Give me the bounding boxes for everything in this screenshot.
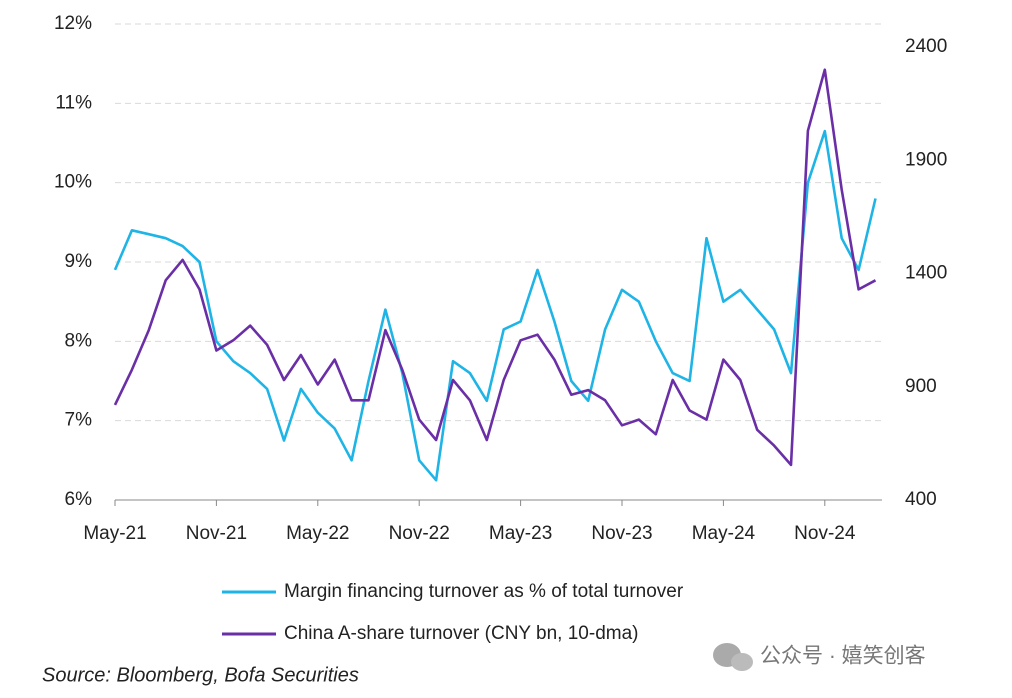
series-line bbox=[113, 68, 877, 467]
series-line bbox=[113, 129, 877, 482]
x-tick-label: May-21 bbox=[83, 523, 146, 544]
legend-label: China A-share turnover (CNY bn, 10-dma) bbox=[284, 623, 638, 644]
y2-tick-label: 1900 bbox=[905, 149, 947, 170]
y2-tick-label: 900 bbox=[905, 376, 937, 397]
x-tick-label: Nov-24 bbox=[794, 523, 856, 544]
y-tick-label: 7% bbox=[65, 410, 93, 431]
watermark: 公众号 · 嬉笑创客 bbox=[760, 645, 926, 668]
y2-tick-label: 400 bbox=[905, 489, 937, 510]
y-tick-label: 9% bbox=[65, 251, 93, 272]
x-tick-label: May-24 bbox=[692, 523, 756, 544]
x-tick-label: Nov-22 bbox=[389, 523, 450, 544]
y-tick-label: 11% bbox=[55, 92, 92, 113]
y-tick-label: 8% bbox=[65, 330, 93, 351]
x-tick-label: May-23 bbox=[489, 523, 552, 544]
y-tick-label: 10% bbox=[54, 172, 92, 193]
watermark-icon bbox=[713, 643, 753, 671]
x-tick-label: Nov-23 bbox=[591, 523, 652, 544]
y-tick-label: 12% bbox=[54, 13, 92, 34]
x-tick-label: Nov-21 bbox=[186, 523, 247, 544]
source: Source: Bloomberg, Bofa Securities bbox=[42, 664, 359, 686]
x-tick-label: May-22 bbox=[286, 523, 349, 544]
y2-tick-label: 2400 bbox=[905, 36, 947, 57]
legend-label: Margin financing turnover as % of total … bbox=[284, 581, 684, 602]
y-tick-label: 6% bbox=[65, 489, 93, 510]
y2-tick-label: 1400 bbox=[905, 263, 947, 284]
